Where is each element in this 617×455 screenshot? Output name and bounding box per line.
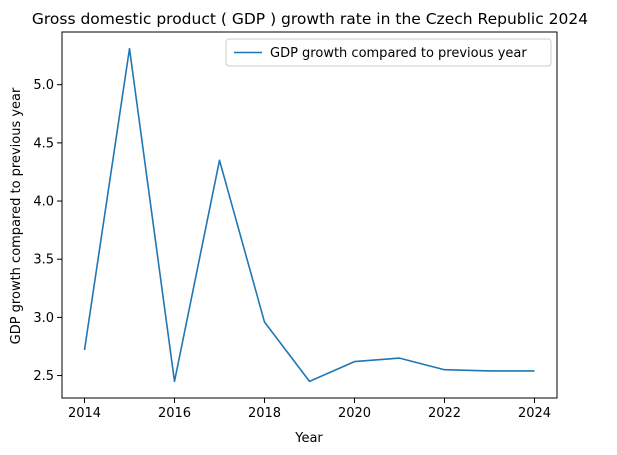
plot-frame: [61, 31, 558, 399]
y-tick-label: 5.0: [33, 78, 54, 93]
x-axis-label: Year: [294, 431, 323, 446]
x-tick-label: 2024: [518, 406, 551, 421]
y-tick-label: 4.5: [33, 136, 54, 151]
x-tick-label: 2014: [68, 406, 101, 421]
y-tick-label: 3.0: [33, 311, 54, 326]
x-tick-label: 2020: [338, 406, 371, 421]
legend-box: [225, 38, 552, 67]
y-tick-label: 2.5: [33, 369, 54, 384]
chart-title: Gross domestic product ( GDP ) growth ra…: [32, 10, 588, 28]
plot-area: 2014 2016 2018 2020 2022 2024 2.5 3.0 3.5 4.0 4.5 5…: [33, 31, 558, 421]
y-tick-label: 4.0: [33, 195, 54, 210]
series-line: [83, 47, 535, 383]
x-tick-label: 2016: [158, 406, 191, 421]
y-tick-label: 3.5: [33, 253, 54, 268]
x-tick-label: 2018: [248, 406, 281, 421]
y-axis-label: GDP growth compared to previous year: [9, 87, 24, 344]
legend-label: GDP growth compared to previous year: [270, 46, 527, 61]
x-tick-label: 2022: [428, 406, 461, 421]
